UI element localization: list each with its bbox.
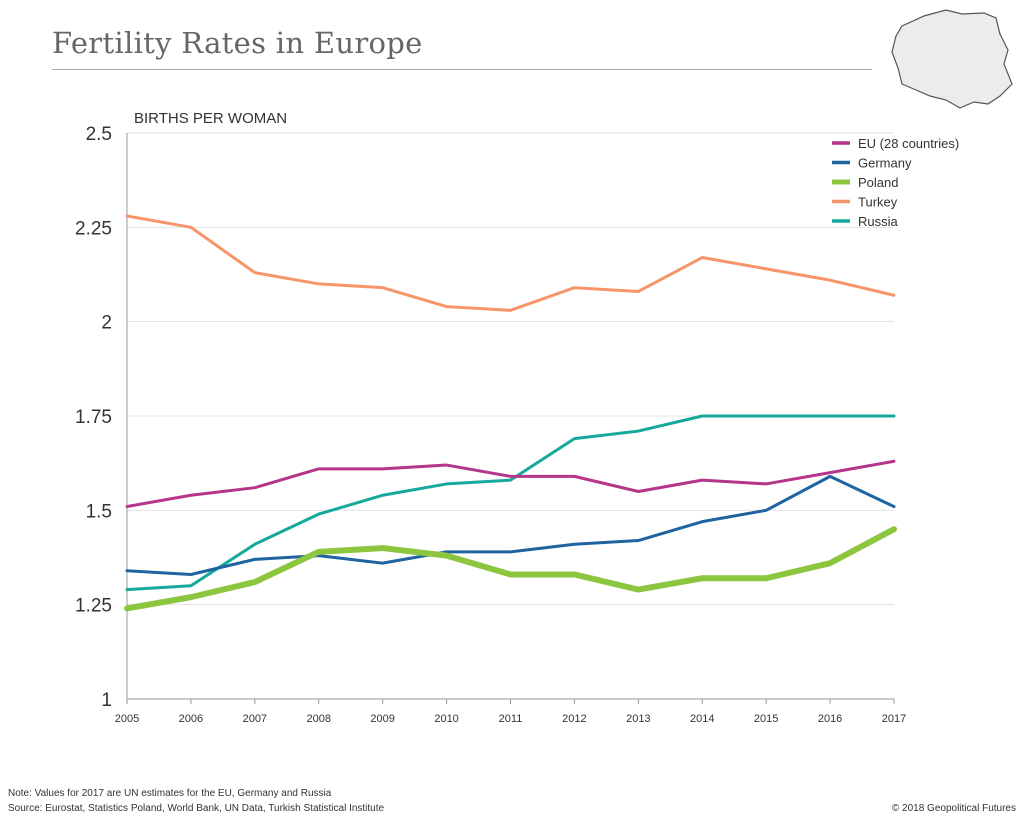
x-tick-label: 2015 [754, 713, 778, 725]
x-tick-label: 2016 [818, 713, 842, 725]
x-tick-label: 2006 [179, 713, 203, 725]
title-divider [52, 69, 872, 70]
x-tick-label: 2011 [499, 713, 523, 725]
x-tick-label: 2009 [370, 713, 394, 725]
footnote: Note: Values for 2017 are UN estimates f… [8, 788, 332, 799]
x-tick-label: 2012 [562, 713, 586, 725]
chart-title: Fertility Rates in Europe [52, 26, 423, 60]
series-line-poland [124, 526, 897, 612]
x-tick-label: 2017 [882, 713, 906, 725]
x-tick-label: 2007 [243, 713, 267, 725]
x-tick-label: 2005 [115, 713, 139, 725]
x-tick-label: 2014 [690, 713, 714, 725]
x-tick-label: 2010 [434, 713, 458, 725]
y-tick-label: 1 [101, 690, 112, 711]
legend-label: Russia [858, 214, 899, 229]
y-tick-label: 2.25 [75, 218, 112, 239]
poland-map-icon [891, 9, 1013, 109]
legend-label: Germany [858, 156, 912, 171]
x-tick-label: 2013 [626, 713, 650, 725]
copyright: © 2018 Geopolitical Futures [891, 803, 1016, 814]
legend-label: EU (28 countries) [858, 136, 959, 151]
y-tick-label: 1.5 [86, 501, 112, 522]
legend-label: Turkey [858, 195, 898, 210]
y-tick-label: 1.75 [75, 407, 112, 428]
series-line-russia [125, 414, 896, 592]
x-tick-label: 2008 [307, 713, 331, 725]
series-line-turkey [125, 214, 896, 312]
y-tick-label: 2 [101, 313, 112, 334]
source-note: Source: Eurostat, Statistics Poland, Wor… [8, 803, 385, 814]
y-axis-label: BIRTHS PER WOMAN [134, 110, 287, 127]
series-line-eu-28-countries- [125, 459, 896, 509]
y-tick-label: 1.25 [75, 596, 112, 617]
series-line-germany [125, 474, 896, 576]
y-tick-label: 2.5 [86, 124, 112, 145]
legend-label: Poland [858, 175, 898, 190]
